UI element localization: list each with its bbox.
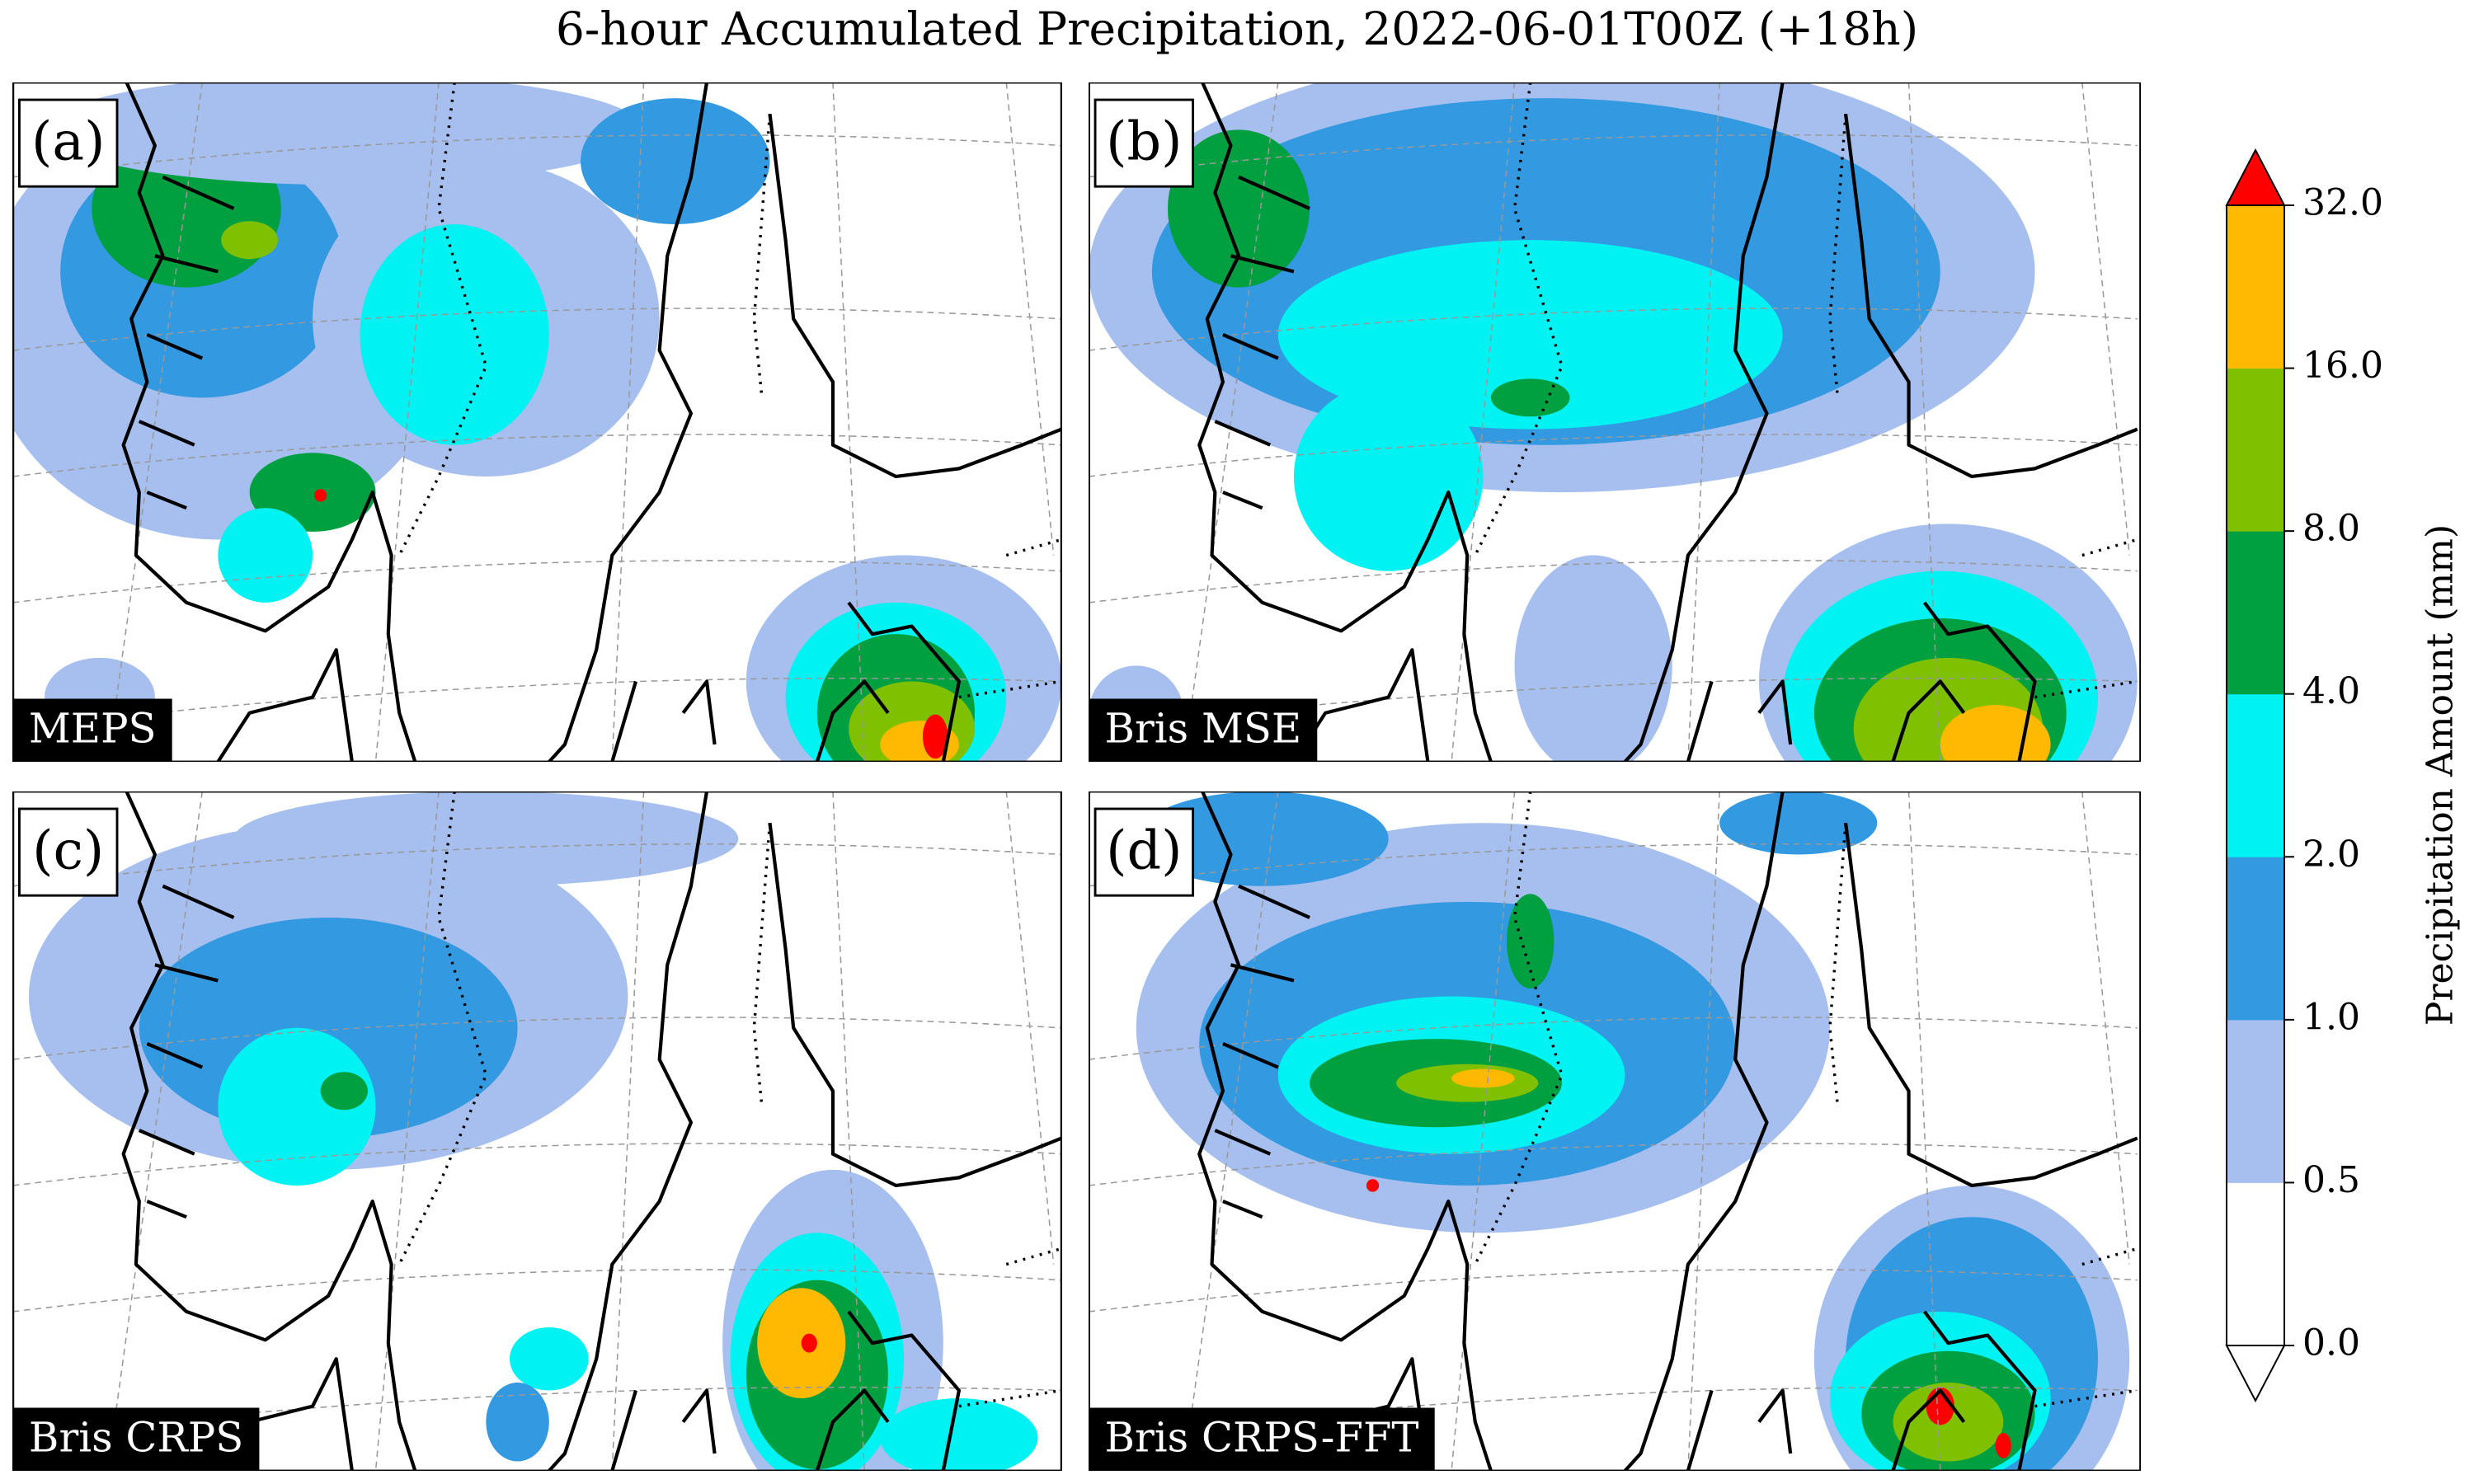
colorbar-bin [2227,693,2284,857]
colorbar-extend-under [2225,1345,2286,1403]
colorbar: 0.0 0.5 1.0 2.0 4.0 8.0 16.0 32.0 [2225,148,2383,1403]
map-panel: (a) MEPS [12,82,1062,762]
panel-label: (a) [31,110,105,172]
colorbar-extend-over [2225,148,2286,206]
colorbar-bin [2227,368,2284,532]
colorbar-frame [2226,204,2285,1346]
colorbar-bin [2227,1019,2284,1183]
colorbar-label: Precipitation Amount (mm) [2420,524,2462,1026]
colorbar-tick-label: 16.0 [2302,345,2383,387]
colorbar-bin [2227,1182,2284,1346]
colorbar-tick-label: 2.0 [2302,834,2360,876]
panel-label: (c) [32,819,104,881]
colorbar-tick-label: 0.5 [2302,1159,2360,1201]
colorbar-tick-label: 4.0 [2302,670,2360,712]
colorbar-tick-label: 0.0 [2302,1322,2360,1364]
colorbar-tick-label: 32.0 [2302,182,2383,224]
model-label: Bris CRPS [29,1414,243,1462]
colorbar-bin [2227,205,2284,369]
map-panel: (b) Bris MSE [1089,82,2141,762]
panel-label: (d) [1106,819,1182,881]
colorbar-bin [2227,857,2284,1021]
panel-label: (b) [1106,110,1182,172]
model-label: Bris CRPS-FFT [1105,1414,1419,1462]
model-label: Bris MSE [1105,705,1302,753]
map-panel: (c) Bris CRPS [12,791,1062,1471]
model-label: MEPS [29,705,157,753]
colorbar-bin [2227,531,2284,695]
colorbar-tick-label: 8.0 [2302,508,2360,550]
map-panel: (d) Bris CRPS-FFT [1089,791,2141,1471]
figure-title: 6-hour Accumulated Precipitation, 2022-0… [556,2,1918,55]
colorbar-tick-label: 1.0 [2302,996,2360,1038]
